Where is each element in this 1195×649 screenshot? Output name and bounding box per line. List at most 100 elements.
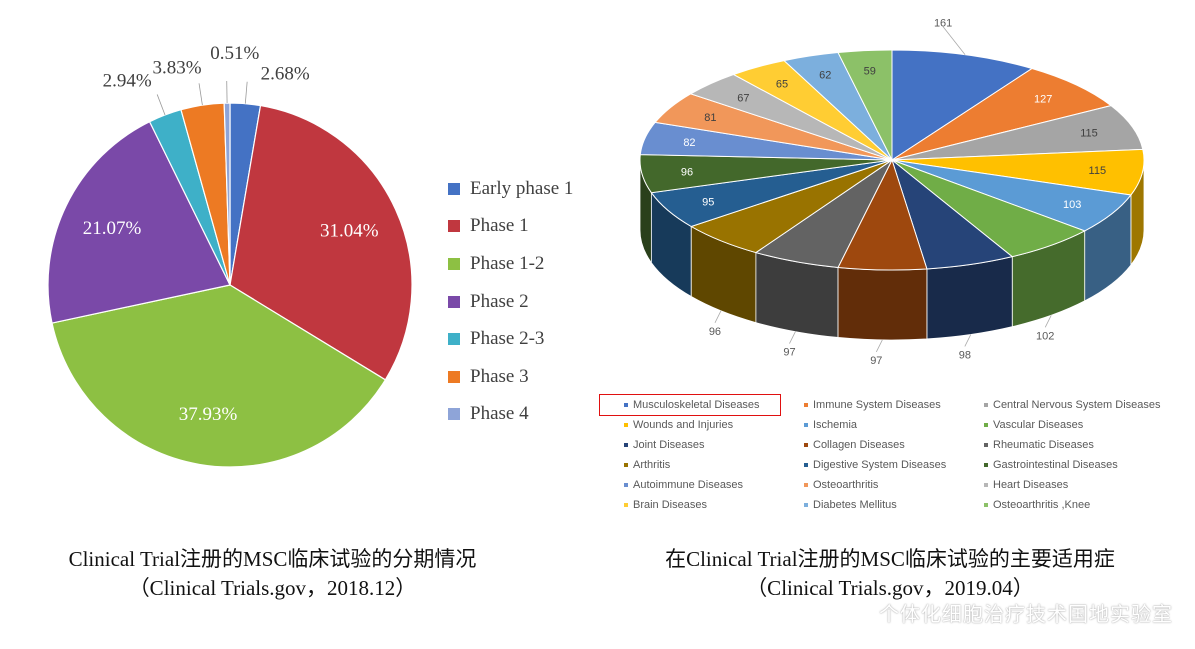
legend-label: Gastrointestinal Diseases bbox=[993, 459, 1118, 471]
legend-swatch bbox=[448, 220, 460, 233]
legend-swatch bbox=[448, 408, 460, 421]
legend-label: Heart Diseases bbox=[993, 479, 1069, 491]
legend-item-phase-1: Phase 1 bbox=[448, 208, 573, 246]
legend-swatch bbox=[624, 423, 628, 427]
legend-label: Arthritis bbox=[633, 459, 671, 471]
phase-caption-line2: （Clinical Trials.gov，2018.12） bbox=[128, 576, 417, 600]
pie-slice-osteoarthritis-knee bbox=[837, 49, 893, 161]
legend-label: Brain Diseases bbox=[633, 499, 707, 511]
legend-label: Phase 1 bbox=[470, 215, 529, 237]
legend-swatch bbox=[448, 257, 460, 270]
legend-item-phase-2-3: Phase 2-3 bbox=[448, 320, 573, 358]
data-label-early-phase-1: 2.68% bbox=[261, 64, 310, 85]
legend-swatch bbox=[624, 503, 628, 507]
legend-item-heart-diseases: Heart Diseases bbox=[960, 475, 1190, 495]
legend-label: Central Nervous System Diseases bbox=[993, 399, 1161, 411]
pie-slice-phase-1 bbox=[229, 104, 413, 381]
data-label-collagen-diseases: 97 bbox=[870, 355, 882, 367]
data-label-osteoarthritis: 81 bbox=[704, 112, 716, 124]
legend-item-phase-1-2: Phase 1-2 bbox=[448, 245, 573, 283]
pie-slice-wounds-and-injuries bbox=[891, 148, 1145, 196]
legend-swatch bbox=[804, 463, 808, 467]
legend-swatch bbox=[804, 423, 808, 427]
indication-3d-pie-chart: 161 127 115 115 103 102 98 97 97 96 95 96 82 81 67 65 62… bbox=[639, 18, 1145, 367]
legend-swatch bbox=[448, 295, 460, 308]
legend-swatch bbox=[984, 403, 988, 407]
legend-label: Phase 2-3 bbox=[470, 328, 545, 350]
leader-line-collagen-diseases bbox=[875, 339, 883, 353]
data-label-central-nervous-system-diseases: 115 bbox=[1080, 128, 1098, 140]
legend-swatch bbox=[984, 443, 988, 447]
pie-slice-central-nervous-system-diseases bbox=[891, 105, 1144, 161]
data-label-diabetes-mellitus: 62 bbox=[819, 70, 831, 82]
data-label-brain-diseases: 65 bbox=[776, 79, 788, 91]
legend-swatch bbox=[804, 503, 808, 507]
data-label-osteoarthritis-knee: 59 bbox=[864, 65, 876, 77]
data-label-autoimmune-diseases: 82 bbox=[683, 137, 695, 149]
data-label-gastrointestinal-diseases: 96 bbox=[681, 166, 693, 178]
pie-slice-immune-system-diseases bbox=[891, 67, 1113, 161]
legend-swatch bbox=[624, 463, 628, 467]
data-label-immune-system-diseases: 127 bbox=[1034, 94, 1052, 106]
legend-item-osteoarthritis-knee: Osteoarthritis ,Knee bbox=[960, 495, 1190, 515]
legend-item-gastrointestinal-diseases: Gastrointestinal Diseases bbox=[960, 455, 1190, 475]
indication-caption-line1: 在Clinical Trial注册的MSC临床试验的主要适用症 bbox=[665, 547, 1115, 571]
phase-chart-caption: Clinical Trial注册的MSC临床试验的分期情况 （Clinical … bbox=[0, 545, 545, 603]
legend-item-diabetes-mellitus: Diabetes Mellitus bbox=[780, 495, 960, 515]
indication-caption-line2: （Clinical Trials.gov，2019.04） bbox=[746, 576, 1034, 600]
legend-item-rheumatic-diseases: Rheumatic Diseases bbox=[960, 435, 1190, 455]
legend-swatch bbox=[984, 423, 988, 427]
legend-swatch bbox=[448, 333, 460, 346]
data-label-phase-3: 3.83% bbox=[152, 57, 201, 78]
legend-item-digestive-system-diseases: Digestive System Diseases bbox=[780, 455, 960, 475]
legend-item-joint-diseases: Joint Diseases bbox=[600, 435, 780, 455]
phase-pie-chart: 2.68% 31.04% 37.93% 21.07% 2.94%3.83% 0.51% bbox=[47, 43, 413, 468]
phase-caption-line1: Clinical Trial注册的MSC临床试验的分期情况 bbox=[68, 547, 477, 571]
leader-line-vascular-diseases bbox=[1044, 315, 1052, 328]
leader-line-phase-2-3 bbox=[156, 94, 166, 116]
watermark: 个体化细胞治疗技术国地实验室 bbox=[879, 602, 1173, 626]
legend-label: Rheumatic Diseases bbox=[993, 439, 1094, 451]
legend-swatch bbox=[624, 443, 628, 447]
legend-item-ischemia: Ischemia bbox=[780, 415, 960, 435]
data-label-musculoskeletal-diseases: 161 bbox=[934, 18, 952, 30]
data-label-heart-diseases: 67 bbox=[737, 92, 749, 104]
indication-legend: Musculoskeletal Diseases Immune System Di… bbox=[599, 394, 1190, 515]
data-label-ischemia: 103 bbox=[1063, 199, 1081, 211]
pie-slice-phase-1-2 bbox=[51, 284, 387, 468]
data-label-rheumatic-diseases: 97 bbox=[783, 347, 795, 359]
pie-side-collagen-diseases bbox=[837, 267, 928, 341]
legend-item-wounds-and-injuries: Wounds and Injuries bbox=[600, 415, 780, 435]
pie-side-joint-diseases bbox=[926, 256, 1013, 340]
data-label-phase-2-3: 2.94% bbox=[103, 70, 152, 91]
legend-item-immune-system-diseases: Immune System Diseases bbox=[780, 395, 960, 415]
legend-item-collagen-diseases: Collagen Diseases bbox=[780, 435, 960, 455]
legend-label: Phase 1-2 bbox=[470, 252, 545, 274]
legend-label: Vascular Diseases bbox=[993, 419, 1084, 431]
legend-swatch bbox=[984, 463, 988, 467]
data-label-phase-1-2: 37.93% bbox=[179, 404, 238, 425]
data-label-wounds-and-injuries: 115 bbox=[1089, 165, 1107, 177]
legend-item-phase-4: Phase 4 bbox=[448, 396, 573, 434]
legend-item-central-nervous-system-diseases: Central Nervous System Diseases bbox=[960, 395, 1190, 415]
legend-label: Wounds and Injuries bbox=[633, 419, 734, 431]
legend-label: Osteoarthritis ,Knee bbox=[993, 499, 1091, 511]
legend-swatch bbox=[624, 483, 628, 487]
legend-label: Ischemia bbox=[813, 419, 858, 431]
legend-label: Joint Diseases bbox=[633, 439, 705, 451]
legend-swatch bbox=[804, 403, 808, 407]
data-label-joint-diseases: 98 bbox=[959, 349, 971, 361]
legend-swatch bbox=[804, 443, 808, 447]
leader-line-joint-diseases bbox=[964, 334, 972, 347]
legend-swatch bbox=[804, 483, 808, 487]
indication-chart-caption: 在Clinical Trial注册的MSC临床试验的主要适用症 （Clinica… bbox=[610, 545, 1170, 603]
legend-item-musculoskeletal-diseases: Musculoskeletal Diseases bbox=[599, 394, 781, 416]
legend-label: Phase 3 bbox=[470, 365, 529, 387]
legend-label: Diabetes Mellitus bbox=[813, 499, 897, 511]
legend-swatch bbox=[448, 370, 460, 383]
legend-item-phase-2: Phase 2 bbox=[448, 283, 573, 321]
phase-legend: Early phase 1 Phase 1 Phase 1-2 Phase 2 Phas… bbox=[448, 170, 573, 433]
legend-swatch bbox=[448, 182, 460, 195]
legend-label: Autoimmune Diseases bbox=[633, 479, 744, 491]
leader-line-arthritis bbox=[714, 310, 722, 323]
